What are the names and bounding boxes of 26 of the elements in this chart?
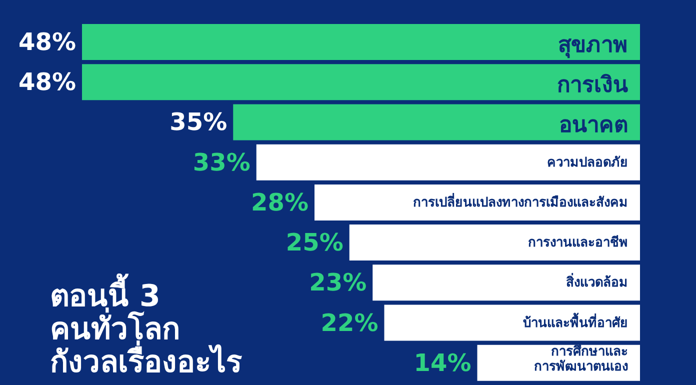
bar	[233, 104, 640, 140]
data-label: 28%	[251, 188, 308, 216]
y-tick-label: สุขภาพ	[558, 33, 628, 59]
y-tick-label: สิ่งแวดล้อม	[566, 272, 628, 291]
y-tick-label: การงานและอาชีพ	[528, 234, 628, 251]
y-tick-label: การเปลี่ยนแปลงทางการเมืองและสังคม	[413, 192, 628, 210]
y-tick-label: อนาคต	[559, 113, 628, 138]
bar	[372, 264, 640, 301]
bar	[82, 64, 640, 100]
bar	[349, 224, 640, 261]
y-tick-label: ความปลอดภัย	[547, 155, 628, 170]
y-tick-label: การเงิน	[557, 73, 628, 98]
data-label: 14%	[414, 348, 472, 377]
data-label: 48%	[18, 28, 76, 56]
bar	[256, 144, 640, 180]
data-label: 23%	[309, 268, 367, 297]
bar	[384, 304, 640, 341]
y-tick-label: การศึกษาและ การพัฒนาตนเอง	[534, 343, 628, 374]
bar	[82, 24, 640, 60]
data-label: 22%	[320, 308, 378, 337]
data-label: 35%	[170, 108, 228, 136]
bar	[314, 184, 640, 220]
data-label: 33%	[192, 148, 250, 176]
y-tick-label: บ้านและพื้นที่อาศัย	[523, 312, 628, 331]
data-label: 25%	[286, 228, 344, 257]
data-label: 48%	[18, 68, 76, 96]
